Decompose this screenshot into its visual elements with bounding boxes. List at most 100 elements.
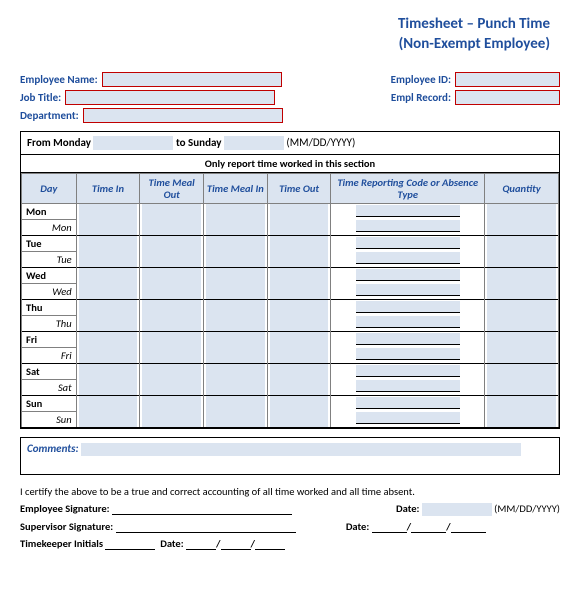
- table-row: Tue: [22, 252, 559, 268]
- table-row: Sat: [22, 364, 559, 380]
- day-label: Tue: [22, 236, 77, 252]
- date-format: (MM/DD/YYYY): [286, 136, 355, 149]
- table-row: Tue: [22, 236, 559, 252]
- code-input: [356, 365, 460, 377]
- code-input: [356, 316, 460, 328]
- date-range-row: From Monday to Sunday (MM/DD/YYYY): [21, 132, 559, 155]
- time-in-input: [79, 300, 138, 316]
- table-row: Wed: [22, 268, 559, 284]
- to-date-input[interactable]: [224, 136, 284, 150]
- meal-out-input: [142, 380, 201, 396]
- day-label: Sun: [22, 396, 77, 412]
- time-out-input: [270, 284, 329, 300]
- comments-label: Comments:: [27, 442, 78, 455]
- qty-input: [487, 316, 556, 332]
- job-title-label: Job Title:: [20, 91, 61, 104]
- timesheet-table: Day Time In Time Meal Out Time Meal In T…: [21, 173, 559, 428]
- meal-out-input: [142, 204, 201, 220]
- day-label: Mon: [22, 204, 77, 220]
- table-row: Fri: [22, 332, 559, 348]
- code-input: [356, 333, 460, 345]
- time-out-input: [270, 380, 329, 396]
- time-in-input: [79, 412, 138, 428]
- tk-date-d[interactable]: [221, 549, 251, 550]
- tk-date-y[interactable]: [255, 549, 285, 550]
- time-in-input: [79, 204, 138, 220]
- col-time-out: Time Out: [267, 174, 331, 204]
- meal-in-input: [206, 364, 265, 380]
- meal-in-input: [206, 316, 265, 332]
- meal-out-input: [142, 316, 201, 332]
- section-subtitle: Only report time worked in this section: [21, 155, 559, 173]
- meal-out-input: [142, 284, 201, 300]
- to-label: to Sunday: [176, 136, 221, 149]
- emp-date-fmt: (MM/DD/YYYY): [494, 502, 560, 515]
- meal-in-input: [206, 396, 265, 412]
- time-in-input: [79, 380, 138, 396]
- tk-date-label: Date:: [160, 537, 183, 550]
- tk-date-m[interactable]: [186, 549, 216, 550]
- col-day: Day: [22, 174, 77, 204]
- time-out-input: [270, 268, 329, 284]
- table-row: Mon: [22, 220, 559, 236]
- qty-input: [487, 252, 556, 268]
- employee-id-input[interactable]: [455, 72, 560, 87]
- day-sub-label: Sun: [22, 412, 77, 428]
- col-qty: Quantity: [485, 174, 559, 204]
- qty-input: [487, 300, 556, 316]
- meal-out-input: [142, 300, 201, 316]
- meal-out-input: [142, 364, 201, 380]
- time-in-input: [79, 316, 138, 332]
- sup-date-d[interactable]: [411, 532, 446, 533]
- day-label: Wed: [22, 268, 77, 284]
- emp-sig-line[interactable]: [112, 514, 292, 515]
- comments-input[interactable]: [81, 443, 521, 456]
- from-date-input[interactable]: [93, 136, 173, 150]
- code-input: [356, 220, 460, 232]
- day-sub-label: Mon: [22, 220, 77, 236]
- day-label: Fri: [22, 332, 77, 348]
- time-out-input: [270, 332, 329, 348]
- meal-out-input: [142, 236, 201, 252]
- sup-date-m[interactable]: [372, 532, 407, 533]
- empl-record-label: Empl Record:: [391, 91, 451, 104]
- emp-date-input[interactable]: [422, 503, 492, 516]
- code-input: [356, 348, 460, 360]
- col-time-in: Time In: [76, 174, 140, 204]
- tk-label: Timekeeper Initials: [20, 537, 103, 550]
- table-row: Fri: [22, 348, 559, 364]
- job-title-input[interactable]: [65, 90, 275, 105]
- time-in-input: [79, 284, 138, 300]
- meal-out-input: [142, 220, 201, 236]
- time-in-input: [79, 396, 138, 412]
- day-sub-label: Thu: [22, 316, 77, 332]
- empl-record-input[interactable]: [455, 90, 560, 105]
- time-out-input: [270, 348, 329, 364]
- code-input: [356, 412, 460, 424]
- time-in-input: [79, 220, 138, 236]
- col-code: Time Reporting Code or Absence Type: [331, 174, 485, 204]
- meal-out-input: [142, 252, 201, 268]
- department-label: Department:: [20, 109, 79, 122]
- code-input: [356, 252, 460, 264]
- sup-date-label: Date:: [346, 520, 369, 533]
- meal-out-input: [142, 348, 201, 364]
- sup-date-y[interactable]: [451, 532, 486, 533]
- table-row: Sun: [22, 396, 559, 412]
- title-line1: Timesheet – Punch Time: [20, 15, 550, 35]
- sup-sig-line[interactable]: [116, 532, 296, 533]
- code-input: [356, 380, 460, 392]
- code-input: [356, 397, 460, 409]
- title-line2: (Non-Exempt Employee): [20, 35, 550, 55]
- qty-input: [487, 332, 556, 348]
- meal-in-input: [206, 348, 265, 364]
- tk-initials[interactable]: [105, 549, 155, 550]
- qty-input: [487, 364, 556, 380]
- employee-name-label: Employee Name:: [20, 73, 98, 86]
- employee-name-input[interactable]: [102, 72, 282, 87]
- time-in-input: [79, 268, 138, 284]
- department-input[interactable]: [83, 108, 283, 123]
- time-in-input: [79, 252, 138, 268]
- time-out-input: [270, 252, 329, 268]
- code-input: [356, 205, 460, 217]
